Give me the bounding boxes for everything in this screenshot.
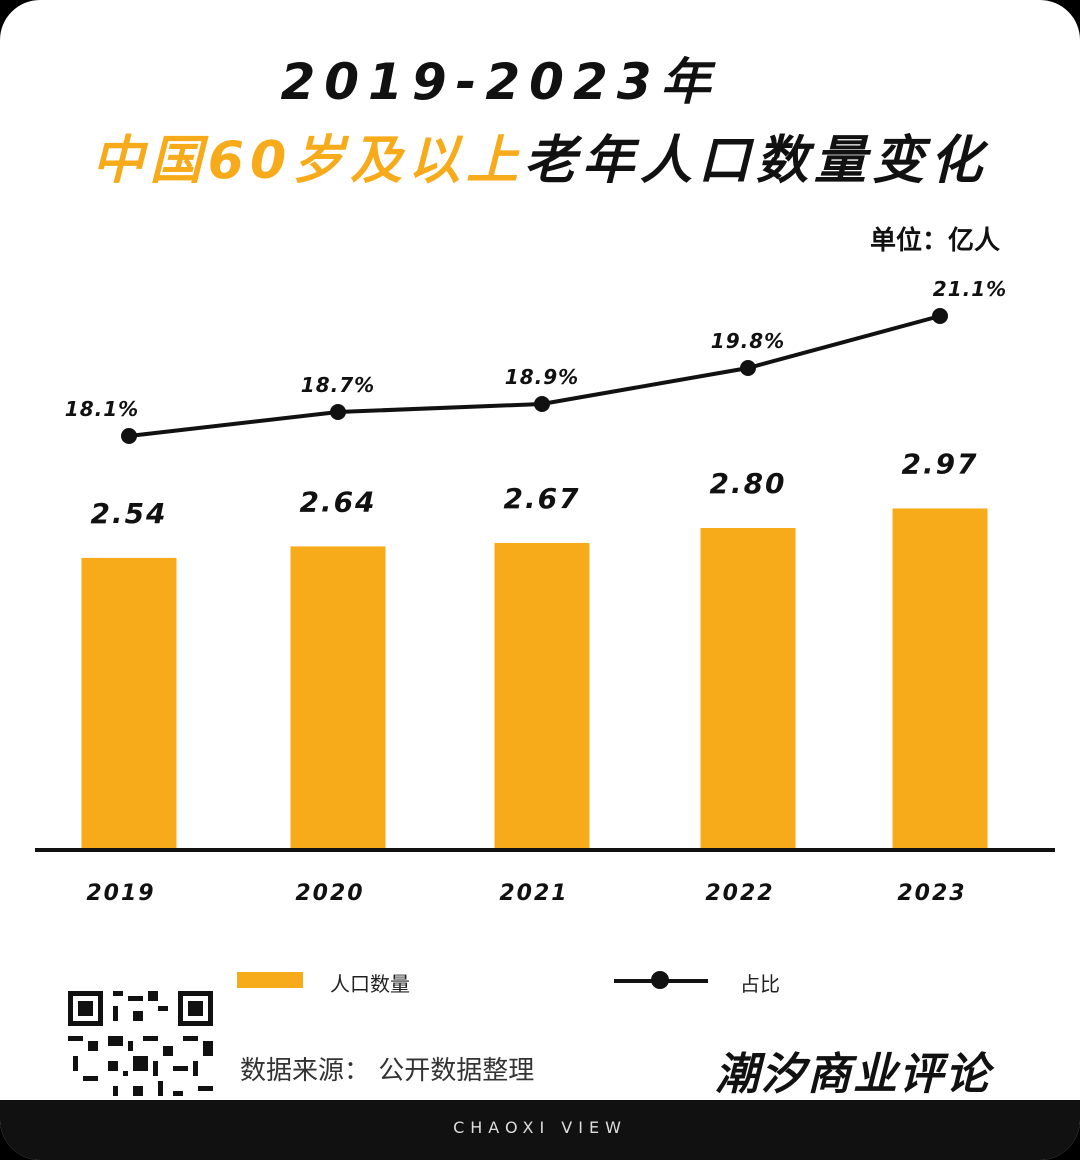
chart-title-line2: 中国60岁及以上老年人口数量变化 [0, 118, 1080, 193]
bar-2023 [892, 508, 988, 850]
legend-bar-label: 人口数量 [330, 972, 410, 996]
x-tick-label-2020: 2020 [295, 881, 364, 906]
line-value-label-2022: 19.8% [711, 329, 785, 353]
legend-line-label: 占比 [740, 972, 780, 996]
legend-bar-swatch [237, 972, 303, 988]
bar-value-label-2022: 2.80 [709, 467, 786, 500]
chart-title-line1: 2019-2023年 [280, 53, 720, 111]
x-tick-label-2021: 2021 [499, 881, 568, 906]
line-point-2021 [534, 396, 550, 412]
line-point-2023 [932, 308, 948, 324]
line-point-2020 [330, 404, 346, 420]
x-tick-label-2023: 2023 [897, 881, 966, 906]
x-tick-label-2022: 2022 [705, 881, 774, 906]
chart-title-accent: 中国60岁及以上 [91, 131, 525, 191]
chart-plot: 2.54 2019 2.64 2020 2.67 2021 2.80 2022 2.97 2023… [35, 277, 1055, 906]
line-value-label-2023: 21.1% [933, 277, 1007, 301]
bar-value-label-2019: 2.54 [90, 497, 167, 530]
data-source-note: 数据来源： 公开数据整理 [240, 1056, 535, 1086]
bar-2021 [494, 542, 590, 850]
bar-2022 [700, 528, 796, 850]
footer-bar [0, 1100, 1080, 1160]
unit-label: 单位：亿人 [869, 226, 1000, 256]
bar-2020 [290, 546, 386, 850]
legend-line-dot [651, 971, 669, 989]
line-value-label-2020: 18.7% [301, 373, 375, 397]
bar-value-label-2021: 2.67 [503, 482, 580, 515]
bar-2019 [81, 557, 177, 850]
brand-logo: 潮汐商业评论 [715, 1049, 991, 1100]
line-point-2019 [121, 428, 137, 444]
line-value-label-2021: 18.9% [505, 365, 579, 389]
footer-text: CHAOXI VIEW [453, 1118, 627, 1137]
bar-value-label-2020: 2.64 [299, 485, 376, 518]
line-point-2022 [740, 360, 756, 376]
chart-title-rest: 老年人口数量变化 [524, 131, 989, 191]
x-tick-label-2019: 2019 [86, 881, 155, 906]
line-value-label-2019: 18.1% [65, 397, 139, 421]
bar-value-label-2023: 2.97 [901, 447, 978, 480]
